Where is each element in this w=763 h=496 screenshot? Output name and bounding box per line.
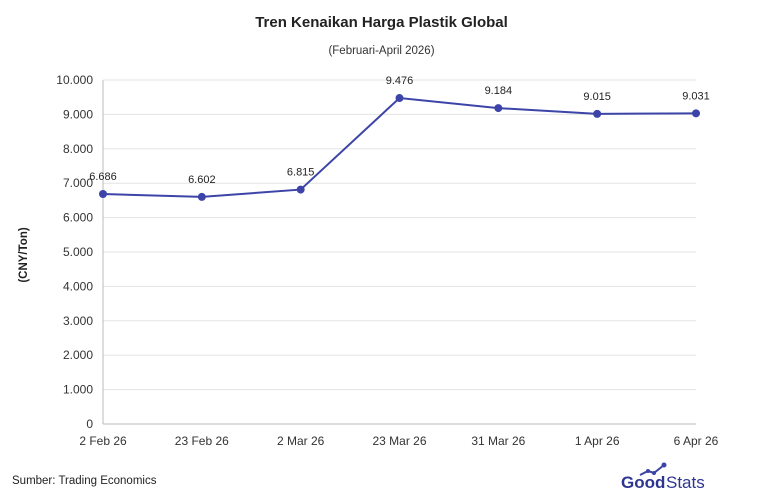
y-tick-label: 0 xyxy=(86,417,93,431)
y-tick-label: 4.000 xyxy=(63,279,93,293)
data-point xyxy=(197,192,206,201)
data-label: 9.031 xyxy=(682,90,710,102)
y-tick-label: 6.000 xyxy=(63,211,93,225)
source-note: Sumber: Trading Economics xyxy=(12,475,157,487)
chart-title: Tren Kenaikan Harga Plastik Global xyxy=(255,14,508,31)
data-point xyxy=(296,185,305,194)
data-label: 9.015 xyxy=(583,91,611,103)
svg-text:Good: Good xyxy=(621,473,665,491)
y-tick-label: 2.000 xyxy=(63,348,93,362)
data-point xyxy=(99,190,107,199)
data-label: 9.476 xyxy=(386,75,414,87)
x-tick-label: 31 Mar 26 xyxy=(471,434,525,448)
y-tick-label: 7.000 xyxy=(63,176,93,190)
x-tick-label: 6 Apr 26 xyxy=(674,434,719,448)
data-point xyxy=(494,104,503,113)
data-label: 6.815 xyxy=(287,167,315,179)
y-tick-label: 3.000 xyxy=(63,314,93,328)
data-point xyxy=(593,109,602,118)
x-tick-label: 23 Mar 26 xyxy=(372,434,426,448)
data-label: 6.686 xyxy=(89,171,117,183)
y-tick-label: 1.000 xyxy=(63,383,93,397)
x-tick-label: 2 Feb 26 xyxy=(79,434,127,448)
svg-text:Stats: Stats xyxy=(666,473,705,491)
x-tick-label: 2 Mar 26 xyxy=(277,434,325,448)
x-tick-label: 1 Apr 26 xyxy=(575,434,620,448)
x-tick-label: 23 Feb 26 xyxy=(175,434,229,448)
data-label: 9.184 xyxy=(485,85,513,97)
data-point xyxy=(395,94,404,103)
goodstats-logo: Good Stats xyxy=(620,461,720,492)
y-tick-label: 8.000 xyxy=(63,142,93,156)
trend-line-icon xyxy=(639,462,667,476)
data-label: 6.602 xyxy=(188,174,216,186)
y-tick-label: 10.000 xyxy=(56,73,93,87)
data-point xyxy=(692,109,700,118)
y-tick-label: 9.000 xyxy=(63,107,93,121)
chart-subtitle: (Februari-April 2026) xyxy=(328,45,435,57)
y-tick-label: 5.000 xyxy=(63,245,93,259)
